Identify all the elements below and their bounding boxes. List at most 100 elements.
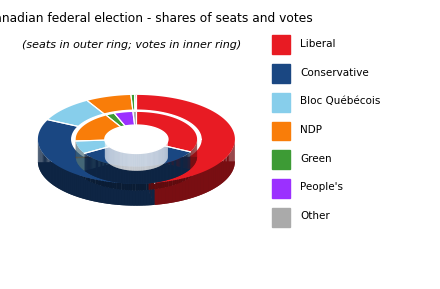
Polygon shape xyxy=(206,169,209,193)
Polygon shape xyxy=(218,163,220,186)
Bar xyxy=(272,36,290,54)
Polygon shape xyxy=(190,155,191,178)
Polygon shape xyxy=(152,151,153,169)
Polygon shape xyxy=(216,164,218,188)
Polygon shape xyxy=(109,164,111,181)
Polygon shape xyxy=(105,163,106,180)
Polygon shape xyxy=(122,152,123,169)
Polygon shape xyxy=(225,157,227,181)
Polygon shape xyxy=(147,168,148,190)
Polygon shape xyxy=(122,183,125,205)
Polygon shape xyxy=(110,147,111,165)
Polygon shape xyxy=(68,171,70,194)
Polygon shape xyxy=(146,153,147,170)
Polygon shape xyxy=(88,95,133,114)
Polygon shape xyxy=(152,165,154,183)
Bar xyxy=(272,93,290,112)
Polygon shape xyxy=(161,147,162,165)
Polygon shape xyxy=(82,155,83,178)
Polygon shape xyxy=(141,166,143,184)
Polygon shape xyxy=(102,164,103,186)
Polygon shape xyxy=(99,163,100,185)
Polygon shape xyxy=(55,165,57,188)
Polygon shape xyxy=(106,163,108,181)
Polygon shape xyxy=(162,166,165,188)
Polygon shape xyxy=(90,160,92,182)
Polygon shape xyxy=(179,179,182,201)
Polygon shape xyxy=(42,152,43,176)
Polygon shape xyxy=(133,153,134,171)
Polygon shape xyxy=(140,153,141,171)
Polygon shape xyxy=(176,161,179,184)
Polygon shape xyxy=(83,156,84,179)
Polygon shape xyxy=(151,151,152,169)
Polygon shape xyxy=(147,153,148,170)
Polygon shape xyxy=(144,183,147,205)
Polygon shape xyxy=(51,162,52,185)
Polygon shape xyxy=(131,95,135,110)
Polygon shape xyxy=(198,147,199,170)
Polygon shape xyxy=(135,95,136,110)
Polygon shape xyxy=(126,166,128,184)
Polygon shape xyxy=(64,169,66,192)
Polygon shape xyxy=(76,157,105,158)
Polygon shape xyxy=(149,152,150,170)
Polygon shape xyxy=(136,95,235,183)
Polygon shape xyxy=(228,154,229,177)
Text: Conservative: Conservative xyxy=(300,68,369,77)
Polygon shape xyxy=(191,154,192,177)
Polygon shape xyxy=(132,168,134,190)
Polygon shape xyxy=(120,151,121,169)
Polygon shape xyxy=(93,179,95,202)
Polygon shape xyxy=(115,165,117,182)
Polygon shape xyxy=(136,184,138,206)
Polygon shape xyxy=(170,162,171,179)
Polygon shape xyxy=(155,150,156,168)
Polygon shape xyxy=(119,183,122,205)
Polygon shape xyxy=(222,160,224,184)
Polygon shape xyxy=(85,154,86,172)
Polygon shape xyxy=(135,153,136,171)
Polygon shape xyxy=(90,178,93,201)
Polygon shape xyxy=(138,184,141,206)
Polygon shape xyxy=(114,149,115,167)
Polygon shape xyxy=(180,160,182,183)
Polygon shape xyxy=(165,163,167,181)
Polygon shape xyxy=(95,162,97,184)
Polygon shape xyxy=(158,166,160,189)
Polygon shape xyxy=(134,153,135,171)
Polygon shape xyxy=(134,166,136,184)
Polygon shape xyxy=(84,146,190,166)
Polygon shape xyxy=(106,165,108,187)
Polygon shape xyxy=(160,166,162,188)
Polygon shape xyxy=(108,165,110,188)
Polygon shape xyxy=(190,151,191,169)
Text: Bloc Québécois: Bloc Québécois xyxy=(300,96,381,106)
Polygon shape xyxy=(147,153,148,170)
Polygon shape xyxy=(96,160,97,177)
Polygon shape xyxy=(165,165,167,188)
Polygon shape xyxy=(118,151,119,168)
Polygon shape xyxy=(229,152,231,176)
Polygon shape xyxy=(134,153,135,171)
Polygon shape xyxy=(153,151,154,169)
Polygon shape xyxy=(184,155,185,173)
Polygon shape xyxy=(77,175,79,197)
Polygon shape xyxy=(92,160,93,183)
Polygon shape xyxy=(195,174,198,197)
Polygon shape xyxy=(153,151,154,168)
Polygon shape xyxy=(79,152,80,175)
Polygon shape xyxy=(95,179,98,202)
Polygon shape xyxy=(177,159,179,177)
Polygon shape xyxy=(149,166,150,183)
Polygon shape xyxy=(129,153,130,171)
Polygon shape xyxy=(130,153,131,171)
Polygon shape xyxy=(191,151,192,168)
Polygon shape xyxy=(156,150,157,168)
Polygon shape xyxy=(119,151,120,169)
Polygon shape xyxy=(132,153,133,171)
Polygon shape xyxy=(169,164,171,186)
Polygon shape xyxy=(158,182,162,205)
Polygon shape xyxy=(173,163,175,185)
Polygon shape xyxy=(138,153,139,171)
